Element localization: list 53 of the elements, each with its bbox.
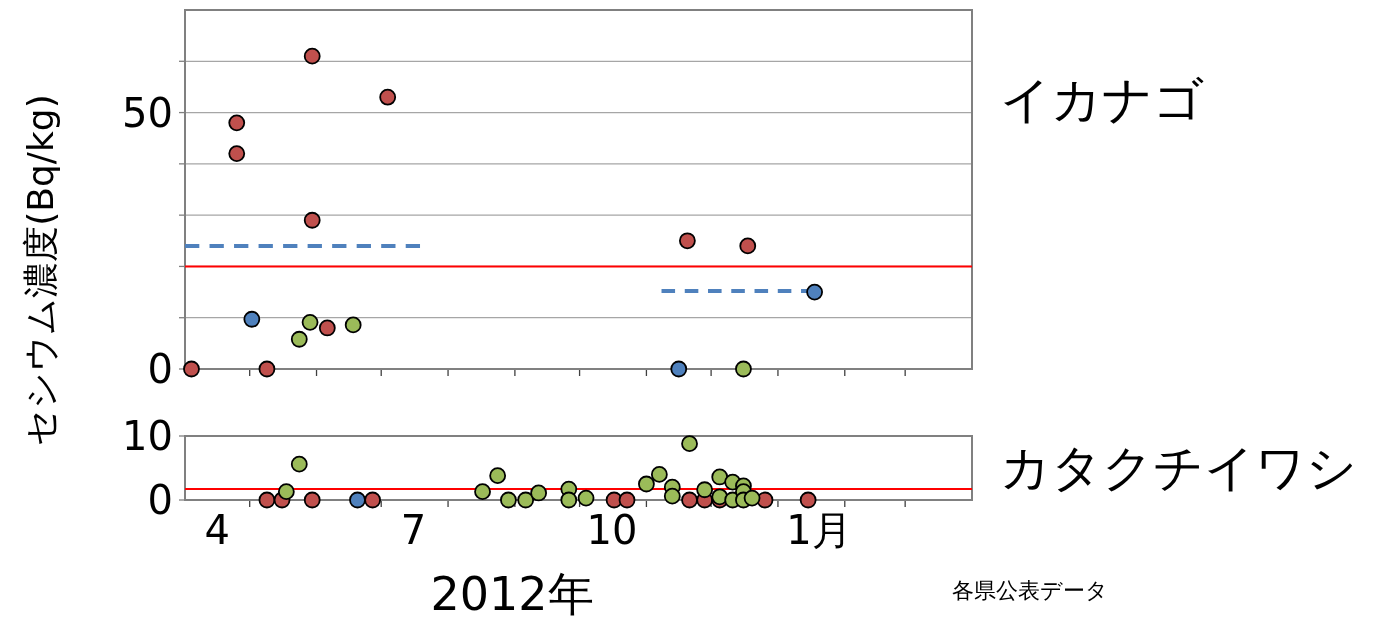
point (670, 360, 688, 378)
y-tick-label: 10 (122, 413, 173, 459)
point (303, 211, 321, 229)
point (650, 466, 668, 483)
point (290, 455, 308, 473)
point (303, 491, 321, 509)
point (638, 475, 655, 493)
point (243, 310, 261, 328)
point (681, 435, 698, 453)
text: イカナゴ (1000, 70, 1204, 129)
point (379, 88, 397, 106)
point (183, 360, 200, 378)
x-tick-label: 7 (400, 507, 427, 553)
point (318, 319, 336, 337)
point (577, 489, 595, 507)
point (530, 484, 548, 502)
point (517, 491, 535, 509)
point (735, 360, 752, 378)
point (228, 114, 246, 132)
point (258, 491, 276, 509)
point (364, 491, 381, 509)
point (344, 316, 362, 334)
text: カタクチイワシ (1000, 439, 1357, 497)
point (349, 491, 366, 509)
point (696, 481, 714, 499)
point (678, 232, 696, 250)
x-axis-title: 2012年 (430, 567, 594, 617)
point (739, 237, 757, 255)
point (258, 360, 276, 378)
x-tick-label: 1月 (786, 507, 852, 553)
point (560, 491, 578, 509)
point (806, 283, 823, 301)
point (743, 489, 761, 507)
point (799, 491, 817, 509)
x-tick-label: 10 (586, 507, 638, 553)
point (228, 145, 246, 162)
point (290, 330, 308, 348)
point (301, 313, 319, 331)
point (711, 468, 729, 486)
y-tick-label: 50 (122, 89, 173, 136)
point (681, 491, 698, 509)
x-tick-label: 4 (204, 507, 231, 553)
y-tick-label: 0 (147, 346, 173, 392)
point (663, 487, 681, 505)
y-tick-label: 0 (147, 477, 173, 523)
text: 各県公表データ (952, 578, 1108, 603)
point (500, 491, 517, 509)
point (277, 483, 295, 501)
point (489, 467, 507, 485)
y-axis-title: セシウム濃度(Bq/kg) (19, 94, 61, 446)
point (474, 483, 491, 501)
point (303, 47, 321, 65)
point (618, 491, 636, 509)
